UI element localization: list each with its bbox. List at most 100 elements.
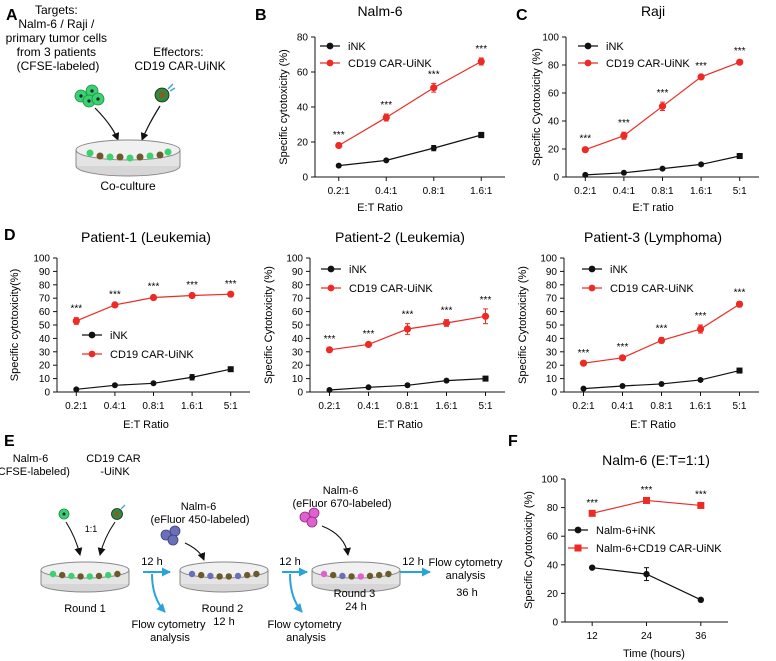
series-control [582,153,743,178]
y-tick-label: 60 [548,89,560,100]
x-axis-label: Time (hours) [623,648,685,660]
data-point [430,84,438,92]
interval-label-2: 12 h [279,556,300,568]
series-control [326,375,489,393]
legend-marker [88,350,96,358]
y-tick-label: 30 [292,347,304,358]
data-point [698,161,705,168]
round2-target-label: Nalm-6 (eFluor 450-labeled) [150,501,249,526]
legend-label: iNK [110,330,128,342]
y-axis-label: Specific Cytotoxicity (%) [531,48,543,166]
y-tick-label: 70 [546,294,558,305]
significance-label: *** [656,324,668,335]
significance-label: *** [428,69,440,80]
chart-d3: Patient-3 (Lymphoma) 0 10 20 30 40 50 60 70 80 90 1… [517,229,759,431]
y-tick-label: 70 [292,294,304,305]
data-point [189,374,196,381]
x-tick-label: 0.8:1 [651,186,674,197]
data-point [736,367,743,374]
x-tick-label: 5:1 [733,401,747,412]
legend-item: Nalm-6+CD19 CAR-UiNK [568,543,722,555]
series-line [76,368,231,390]
eflour670-cells-icon [299,507,320,528]
x-tick-label: 0.4:1 [104,401,127,412]
data-point [736,153,743,159]
y-axis-label: Specific Cytotoxicity (%) [523,491,535,609]
y-tick-label: 20 [39,361,51,372]
data-point [619,382,626,389]
significance-label: *** [618,118,630,129]
round1-dish-icon [40,561,130,593]
significance-label: *** [109,290,121,301]
flow-label-1: Flow cytometry analysis [131,619,208,644]
target-cells-icon [74,84,105,108]
chart-f: Nalm-6 (E:T=1:1) 0 20 40 60 80 100 12 24 36 Time (… [523,452,728,660]
legend-marker [88,331,96,339]
data-point [325,346,334,354]
data-point [478,132,485,138]
data-point [149,293,158,302]
x-tick-label: 0.4:1 [375,186,398,197]
significance-label: *** [695,311,707,322]
x-tick-label: 1.6:1 [470,186,493,197]
chart-d1: Patient-1 (Leukemia) 0 10 20 30 40 50 60 70 80 90 1… [9,229,250,431]
legend-marker [588,284,596,292]
data-point [659,165,666,172]
significance-label: *** [70,304,82,315]
x-tick-label: 0.8:1 [423,186,446,197]
data-point [588,564,596,571]
legend-item: iNK [82,330,128,342]
legend-item: CD19 CAR-UiNK [320,58,432,70]
data-point [620,169,627,176]
y-tick-label: 20 [547,589,559,600]
y-tick-label: 80 [297,33,309,44]
round3-label: Round 3 24 h [334,588,379,613]
x-tick-label: 1.6:1 [689,401,712,412]
y-tick-label: 50 [292,321,304,332]
legend-marker [588,265,596,273]
legend-marker [327,265,335,273]
legend-label: iNK [348,41,366,53]
round1-label: Round 1 [64,603,106,615]
y-tick-label: 60 [547,532,559,543]
chart-title: Nalm-6 (E:T=1:1) [602,452,710,468]
y-tick-label: 40 [292,334,304,345]
x-tick-label: 0.8:1 [142,401,165,412]
legend-label: CD19 CAR-UiNK [606,58,690,70]
chart-d2: Patient-2 (Leukemia) 0 10 20 30 40 50 60 70 80 90 1… [263,229,505,431]
targets-label: Targets: Nalm-6 / Raji / primary tumor c… [6,3,111,73]
data-point [443,377,450,384]
legend-label: Nalm-6+CD19 CAR-UiNK [596,543,722,555]
y-tick-label: 40 [546,334,558,345]
significance-label: *** [380,100,392,111]
significance-label: *** [333,130,345,141]
legend-label: Nalm-6+iNK [596,525,656,537]
x-tick-label: 36 [695,631,707,642]
x-tick-label: 5:1 [733,186,747,197]
legend-label: CD19 CAR-UiNK [349,283,433,295]
legend-label: CD19 CAR-UiNK [110,349,194,361]
legend-marker [326,42,334,50]
arrow-targets [94,107,120,141]
data-point [227,290,235,298]
chart-title: Nalm-6 [357,3,402,19]
legend-label: CD19 CAR-UiNK [610,283,694,295]
legend-marker [584,42,592,50]
data-point [73,386,80,393]
y-tick-label: 80 [546,280,558,291]
y-tick-label: 60 [546,307,558,318]
legend-item: Nalm-6+iNK [568,525,656,537]
chart-title: Patient-2 (Leukemia) [335,229,465,245]
significance-label: *** [734,46,746,57]
data-point [188,291,196,300]
y-tick-label: 40 [297,103,309,114]
x-tick-label: 5:1 [479,401,493,412]
significance-label: *** [441,306,453,317]
significance-label: *** [186,280,198,291]
data-point [643,496,650,504]
data-point [481,312,490,320]
y-axis-label: Specific Cytotoxicity (%) [263,266,275,384]
y-tick-label: 80 [39,280,51,291]
significance-label: *** [695,489,707,500]
data-point [227,366,234,373]
